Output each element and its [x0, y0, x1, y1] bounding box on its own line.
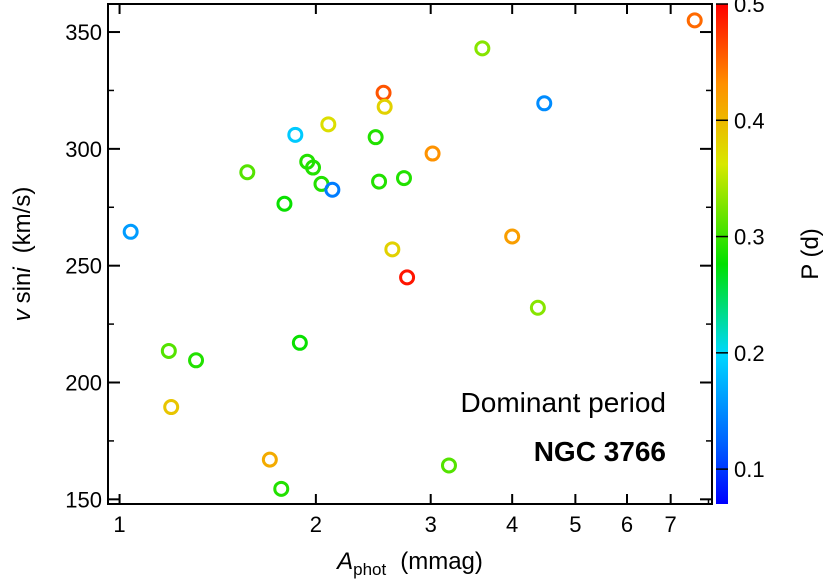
x-tick-label: 3 — [425, 512, 437, 537]
y-tick-label: 300 — [65, 137, 102, 162]
y-axis-label-sin: sin — [9, 273, 36, 304]
scatter-point — [367, 129, 384, 146]
colorbar-label: P (d) — [797, 228, 824, 280]
y-axis-label: v sini (km/s) — [9, 187, 36, 322]
scatter-point — [529, 299, 546, 316]
annotation-cluster-name: NGC 3766 — [534, 436, 666, 467]
scatter-point — [424, 145, 441, 162]
x-tick-label: 1 — [113, 512, 125, 537]
scatter-point — [504, 228, 521, 245]
x-axis-label: Aphot (mmag) — [335, 548, 483, 579]
y-tick-label: 150 — [65, 487, 102, 512]
scatter-point — [305, 159, 322, 176]
scatter-point — [376, 98, 393, 115]
scatter-point — [474, 40, 491, 57]
x-tick-label: 2 — [310, 512, 322, 537]
scatter-point — [371, 173, 388, 190]
scatter-point — [291, 334, 308, 351]
scatter-point — [273, 480, 290, 497]
y-tick-label: 250 — [65, 254, 102, 279]
y-axis-label-unit: (km/s) — [9, 187, 36, 254]
x-axis-label-unit: (mmag) — [400, 548, 483, 575]
x-axis-label-sub: phot — [353, 560, 386, 579]
scatter-point — [395, 170, 412, 187]
x-tick-label: 6 — [621, 512, 633, 537]
x-axis-label-main: A — [335, 548, 353, 575]
y-tick-label: 200 — [65, 371, 102, 396]
scatter-point — [686, 12, 703, 29]
scatter-point — [320, 116, 337, 133]
annotation-dominant-period: Dominant period — [461, 387, 666, 418]
scatter-point — [287, 126, 304, 143]
data-points — [122, 12, 703, 497]
y-axis-label-v: v — [9, 307, 36, 321]
scatter-point — [122, 223, 139, 240]
colorbar — [716, 4, 728, 504]
x-tick-label: 4 — [506, 512, 518, 537]
colorbar-ticks: 0.1 0.2 0.3 0.4 0.5 — [716, 0, 765, 482]
scatter-point — [261, 451, 278, 468]
y-axis-label-i: i — [9, 267, 36, 273]
plot-frame — [107, 3, 713, 505]
scatter-point — [324, 181, 341, 198]
colorbar-tick-label: 0.4 — [734, 108, 765, 133]
scatter-point — [384, 241, 401, 258]
scatter-point — [239, 164, 256, 181]
scatter-point — [440, 457, 457, 474]
scatter-point — [188, 352, 205, 369]
scatter-point — [163, 399, 180, 416]
scatter-point — [375, 84, 392, 101]
x-axis-ticks: 1 2 3 4 5 6 7 — [113, 4, 710, 537]
scatter-point — [276, 195, 293, 212]
colorbar-tick-label: 0.2 — [734, 341, 765, 366]
scatter-point — [160, 342, 177, 359]
y-axis-ticks: 150 200 250 300 350 — [65, 20, 712, 512]
scatter-point — [536, 95, 553, 112]
colorbar-tick-label: 0.1 — [734, 457, 765, 482]
x-tick-label: 5 — [569, 512, 581, 537]
colorbar-tick-label: 0.5 — [734, 0, 765, 17]
colorbar-tick-label: 0.3 — [734, 225, 765, 250]
y-tick-label: 350 — [65, 20, 102, 45]
scatter-point — [399, 269, 416, 286]
x-tick-label: 7 — [665, 512, 677, 537]
